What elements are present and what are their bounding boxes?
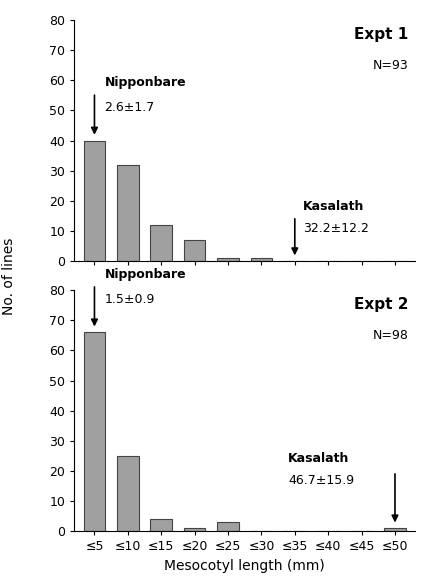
Bar [384,529,406,532]
Text: 1.5±0.9: 1.5±0.9 [104,293,155,306]
Text: Kasalath: Kasalath [288,452,350,465]
Bar [83,141,105,261]
X-axis label: Mesocotyl length (mm): Mesocotyl length (mm) [164,559,325,573]
Bar [150,519,172,532]
Text: No. of lines: No. of lines [2,238,15,315]
Text: Expt 1: Expt 1 [354,27,408,42]
Text: Expt 2: Expt 2 [354,298,408,312]
Bar [251,258,272,261]
Text: N=98: N=98 [372,329,408,342]
Text: 46.7±15.9: 46.7±15.9 [288,474,354,487]
Bar [117,165,139,261]
Text: Nipponbare: Nipponbare [104,76,186,89]
Text: 2.6±1.7: 2.6±1.7 [104,101,155,115]
Text: Nipponbare: Nipponbare [104,268,186,281]
Bar [184,240,206,261]
Bar [184,529,206,532]
Bar [217,522,239,532]
Bar [83,332,105,532]
Bar [217,258,239,261]
Bar [117,456,139,532]
Text: Kasalath: Kasalath [303,200,365,213]
Text: 32.2±12.2: 32.2±12.2 [303,222,369,235]
Text: N=93: N=93 [372,59,408,72]
Bar [150,225,172,261]
